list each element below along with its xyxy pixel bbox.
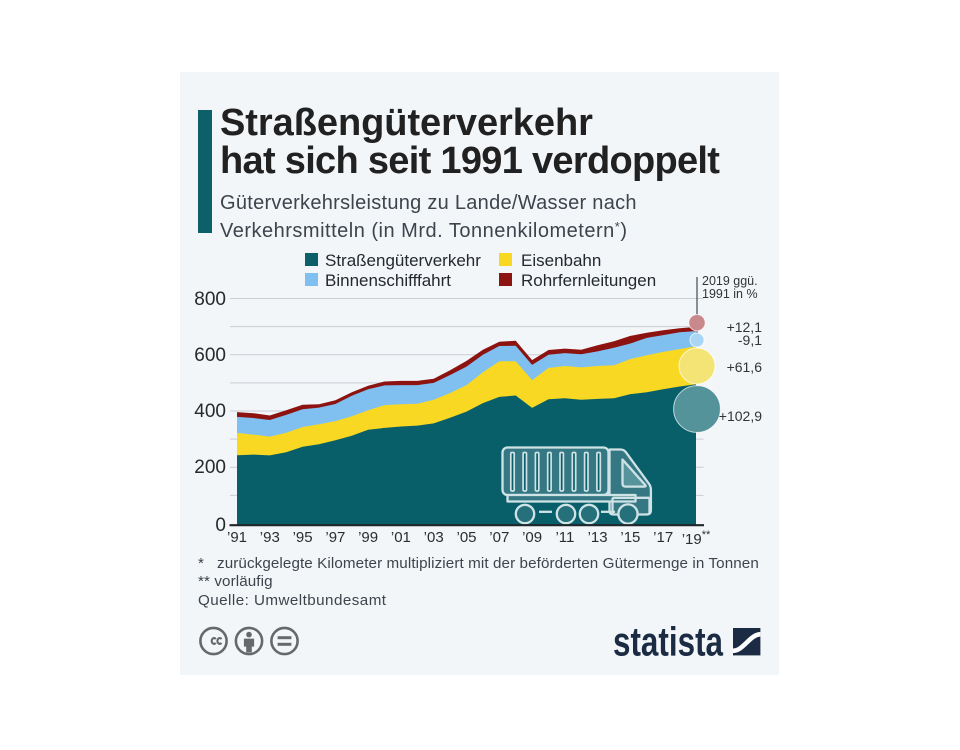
svg-text:statista: statista [613,619,724,665]
